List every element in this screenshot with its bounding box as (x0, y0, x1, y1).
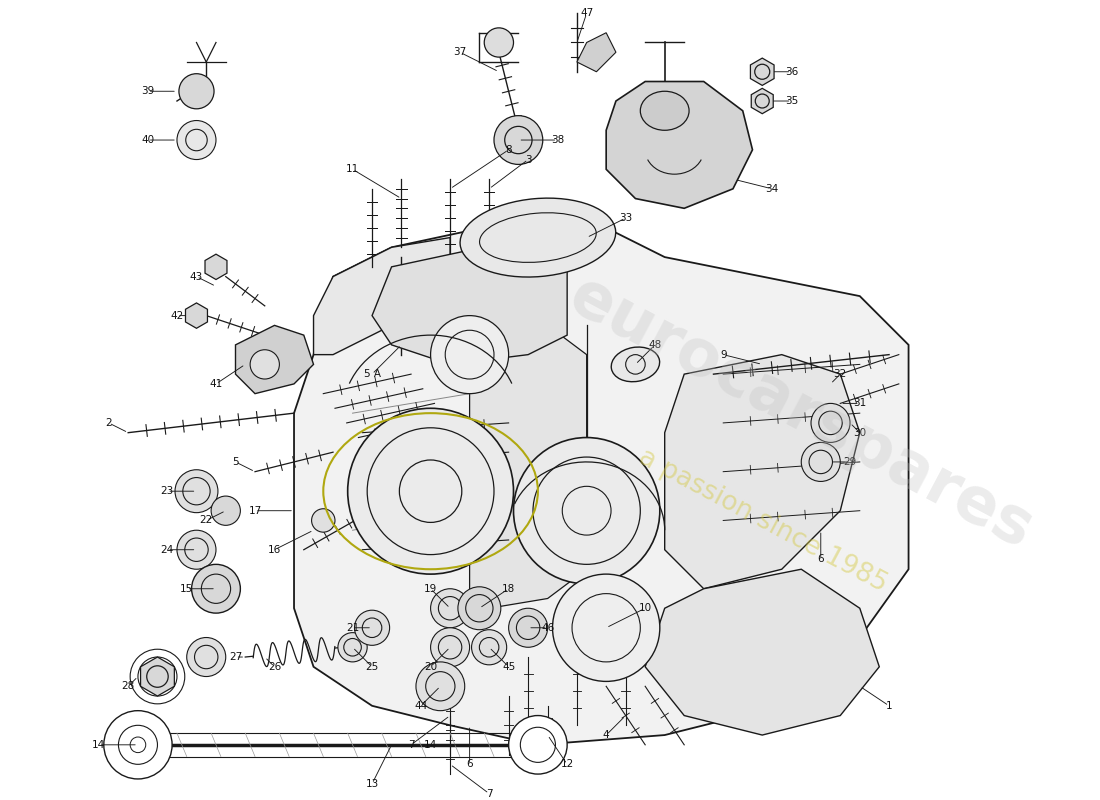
Text: 11: 11 (345, 164, 360, 174)
Circle shape (338, 633, 367, 662)
Text: 40: 40 (141, 135, 154, 145)
Text: 38: 38 (551, 135, 564, 145)
Text: 42: 42 (170, 310, 184, 321)
Circle shape (175, 470, 218, 513)
Text: 18: 18 (502, 584, 515, 594)
Circle shape (211, 496, 241, 526)
Polygon shape (606, 82, 752, 208)
Text: 26: 26 (268, 662, 282, 672)
Text: 19: 19 (424, 584, 437, 594)
Text: 7: 7 (486, 789, 493, 798)
Circle shape (311, 509, 336, 532)
Circle shape (552, 574, 660, 682)
Circle shape (348, 408, 514, 574)
Text: 48: 48 (648, 340, 661, 350)
Polygon shape (141, 657, 175, 696)
Text: 35: 35 (785, 96, 799, 106)
Text: 46: 46 (541, 622, 554, 633)
Text: 34: 34 (766, 184, 779, 194)
Text: 47: 47 (580, 8, 593, 18)
Text: 30: 30 (854, 428, 867, 438)
Text: 10: 10 (639, 603, 651, 614)
Polygon shape (646, 570, 879, 735)
Text: 12: 12 (561, 759, 574, 770)
Circle shape (811, 403, 850, 442)
Text: 44: 44 (415, 701, 428, 710)
Text: 4: 4 (603, 730, 609, 740)
Polygon shape (470, 326, 586, 608)
Circle shape (430, 589, 470, 628)
Text: 2: 2 (106, 418, 112, 428)
Text: 14: 14 (92, 740, 106, 750)
Text: 23: 23 (161, 486, 174, 496)
Text: 6: 6 (817, 554, 824, 565)
Polygon shape (314, 238, 450, 354)
Text: 1: 1 (886, 701, 892, 710)
Text: 5: 5 (232, 457, 239, 467)
Text: 13: 13 (365, 779, 378, 789)
Circle shape (416, 662, 464, 710)
Text: 31: 31 (854, 398, 867, 409)
Text: 33: 33 (619, 213, 632, 223)
Text: 27: 27 (229, 652, 242, 662)
Circle shape (177, 530, 216, 570)
Text: 9: 9 (719, 350, 726, 360)
Text: eurocarspares: eurocarspares (559, 265, 1044, 562)
Circle shape (430, 316, 508, 394)
Text: 21: 21 (345, 622, 360, 633)
Circle shape (472, 630, 507, 665)
Ellipse shape (612, 347, 660, 382)
Polygon shape (576, 33, 616, 72)
Text: 17: 17 (249, 506, 262, 516)
Circle shape (177, 121, 216, 159)
Polygon shape (294, 218, 909, 745)
Ellipse shape (640, 91, 689, 130)
Circle shape (354, 610, 389, 646)
Circle shape (458, 586, 500, 630)
Polygon shape (751, 88, 773, 114)
Circle shape (430, 628, 470, 666)
Circle shape (250, 350, 279, 379)
Text: 36: 36 (785, 66, 799, 77)
Text: 24: 24 (161, 545, 174, 554)
Text: 28: 28 (122, 682, 135, 691)
Polygon shape (750, 58, 774, 86)
Text: 25: 25 (365, 662, 378, 672)
Text: 39: 39 (141, 86, 154, 96)
Polygon shape (372, 238, 568, 364)
Circle shape (179, 74, 214, 109)
Circle shape (514, 438, 660, 584)
Text: 8: 8 (505, 145, 512, 154)
Text: a passion since 1985: a passion since 1985 (634, 444, 891, 597)
Text: 15: 15 (180, 584, 194, 594)
Circle shape (494, 116, 542, 165)
Polygon shape (205, 254, 227, 279)
Text: 32: 32 (834, 369, 847, 379)
Text: 14: 14 (424, 740, 437, 750)
Text: 45: 45 (502, 662, 515, 672)
Text: 43: 43 (190, 271, 204, 282)
Circle shape (187, 638, 225, 677)
Polygon shape (235, 326, 314, 394)
Polygon shape (664, 354, 860, 589)
Text: 5 A: 5 A (364, 369, 381, 379)
Circle shape (484, 28, 514, 57)
Polygon shape (186, 303, 208, 328)
Text: 7: 7 (408, 740, 415, 750)
Circle shape (801, 442, 840, 482)
Text: 37: 37 (453, 47, 466, 58)
Text: 22: 22 (199, 515, 213, 526)
Circle shape (191, 564, 241, 613)
Circle shape (508, 715, 568, 774)
Text: 41: 41 (209, 379, 222, 389)
Circle shape (508, 608, 548, 647)
Text: 3: 3 (525, 154, 531, 165)
Text: 29: 29 (844, 457, 857, 467)
Ellipse shape (460, 198, 616, 277)
Text: 20: 20 (424, 662, 437, 672)
Circle shape (103, 710, 172, 779)
Text: 16: 16 (268, 545, 282, 554)
Text: 6: 6 (466, 759, 473, 770)
